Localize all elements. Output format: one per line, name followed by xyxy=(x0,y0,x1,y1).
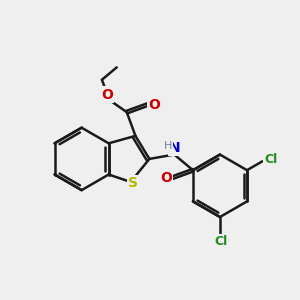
Text: N: N xyxy=(169,141,181,155)
Text: H: H xyxy=(164,141,172,151)
Text: S: S xyxy=(128,176,138,190)
Text: O: O xyxy=(148,98,160,112)
Text: Cl: Cl xyxy=(264,153,278,166)
Text: O: O xyxy=(101,88,113,101)
Text: O: O xyxy=(160,171,172,185)
Text: Cl: Cl xyxy=(215,235,228,248)
